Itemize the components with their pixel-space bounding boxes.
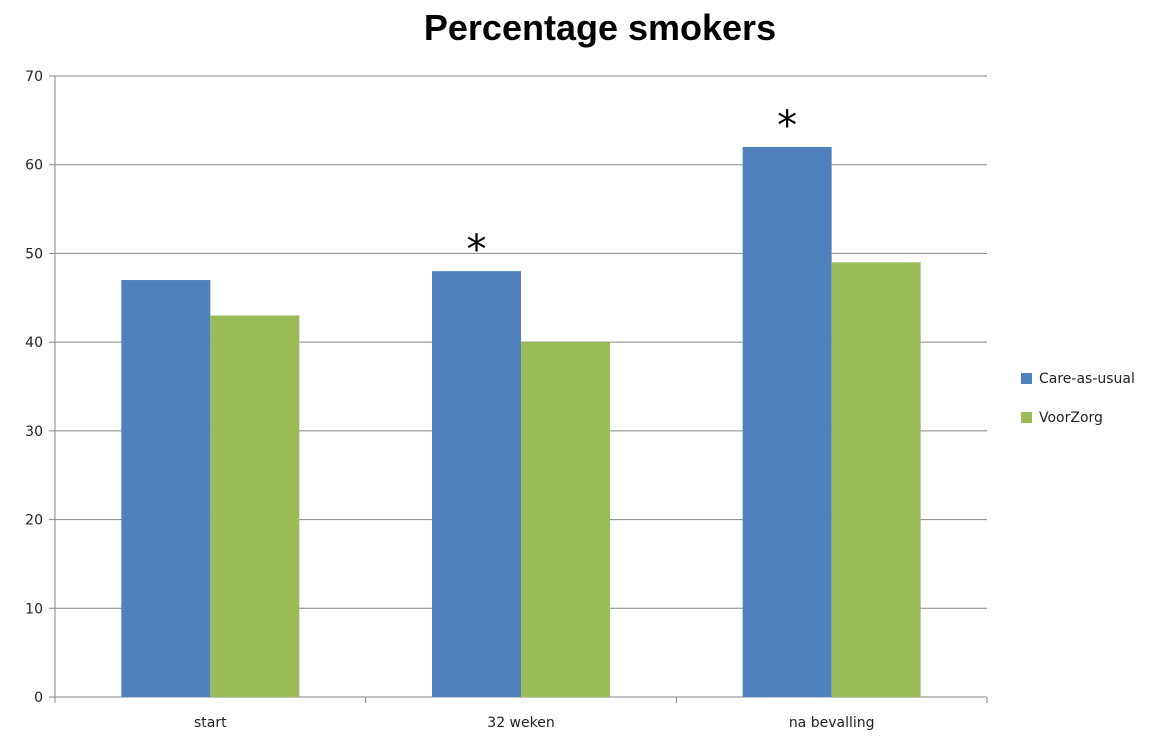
significance-marker: * <box>467 227 487 273</box>
bar-voorzorg <box>210 315 300 697</box>
bar-care-as-usual <box>121 280 211 697</box>
x-tick-label: na bevalling <box>789 715 875 731</box>
legend-swatch <box>1021 412 1032 423</box>
legend-label: Care-as-usual <box>1039 371 1135 387</box>
y-tick-label: 20 <box>25 513 43 529</box>
y-tick-label: 0 <box>34 690 43 706</box>
x-tick-label: start <box>194 715 227 731</box>
y-tick-label: 60 <box>25 158 43 174</box>
bar-care-as-usual <box>742 146 832 697</box>
y-tick-label: 30 <box>25 424 43 440</box>
chart-title: Percentage smokers <box>424 7 776 48</box>
y-tick-label: 50 <box>25 246 43 262</box>
bar-care-as-usual <box>432 271 521 697</box>
legend-swatch <box>1021 373 1032 384</box>
bars <box>121 146 921 697</box>
significance-marker: * <box>777 103 797 149</box>
x-tick-label: 32 weken <box>487 715 554 731</box>
annotations: ** <box>467 103 798 273</box>
y-tick-label: 70 <box>25 69 43 85</box>
y-tick-label: 40 <box>25 335 43 351</box>
y-tick-label: 10 <box>25 601 43 617</box>
bar-voorzorg <box>831 262 921 697</box>
bar-voorzorg <box>521 342 610 697</box>
legend: Care-as-usual VoorZorg <box>1021 371 1135 426</box>
legend-label: VoorZorg <box>1039 410 1103 426</box>
